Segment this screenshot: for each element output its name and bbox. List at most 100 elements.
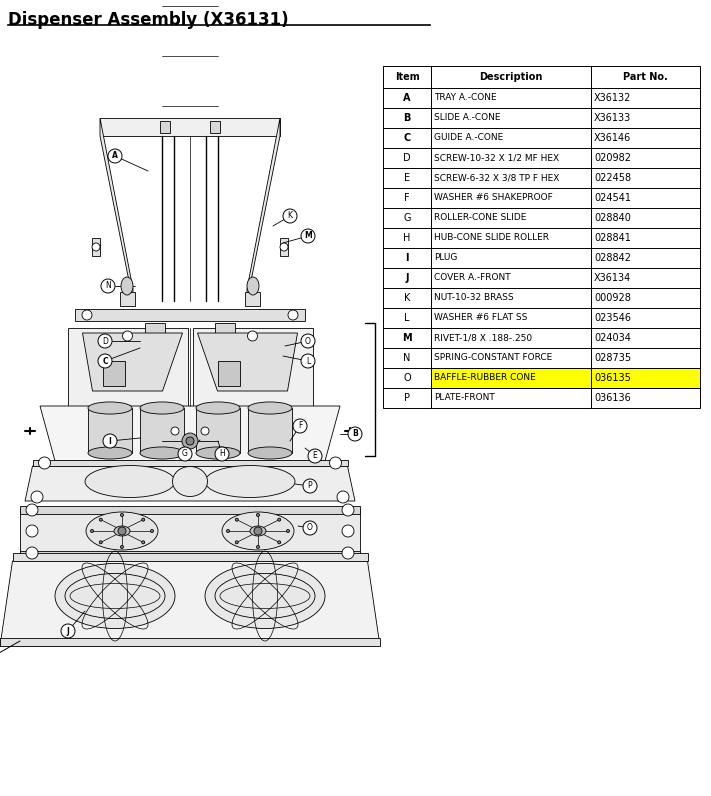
Circle shape: [278, 540, 281, 544]
Ellipse shape: [196, 447, 240, 459]
Bar: [591, 348, 700, 368]
Bar: [431, 108, 591, 128]
Text: C: C: [403, 133, 411, 143]
Bar: [591, 66, 700, 88]
Bar: [591, 148, 700, 168]
Bar: [383, 188, 431, 208]
Bar: [383, 388, 431, 408]
Bar: [591, 368, 700, 388]
Text: X36146: X36146: [594, 133, 631, 143]
Text: D: D: [102, 337, 108, 345]
Ellipse shape: [85, 466, 175, 498]
Text: X36132: X36132: [594, 93, 631, 103]
Circle shape: [342, 504, 354, 516]
Polygon shape: [40, 406, 340, 461]
Text: Dispenser Assembly (X36131): Dispenser Assembly (X36131): [8, 11, 289, 29]
Ellipse shape: [88, 402, 132, 414]
Polygon shape: [100, 118, 133, 301]
Bar: [431, 148, 591, 168]
Ellipse shape: [248, 447, 292, 459]
Bar: [383, 108, 431, 128]
Bar: [75, 309, 305, 321]
Text: J: J: [67, 626, 70, 635]
Bar: [383, 168, 431, 188]
Circle shape: [101, 279, 115, 293]
Text: SCREW-6-32 X 3/8 TP F HEX: SCREW-6-32 X 3/8 TP F HEX: [434, 174, 560, 182]
Bar: [431, 328, 591, 348]
Ellipse shape: [205, 564, 325, 629]
Circle shape: [293, 419, 307, 433]
Text: WASHER #6 FLAT SS: WASHER #6 FLAT SS: [434, 314, 528, 322]
Bar: [383, 128, 431, 148]
Circle shape: [38, 457, 50, 469]
Bar: [383, 328, 431, 348]
Text: NUT-10-32 BRASS: NUT-10-32 BRASS: [434, 294, 513, 302]
Text: 028842: 028842: [594, 253, 631, 263]
Circle shape: [301, 354, 315, 368]
Text: Item: Item: [395, 72, 419, 82]
Bar: [383, 348, 431, 368]
Text: G: G: [403, 213, 411, 223]
Text: WASHER #6 SHAKEPROOF: WASHER #6 SHAKEPROOF: [434, 193, 552, 202]
Ellipse shape: [196, 402, 240, 414]
Bar: [145, 323, 165, 339]
Circle shape: [278, 518, 281, 521]
Text: HUB-CONE SLIDE ROLLER: HUB-CONE SLIDE ROLLER: [434, 233, 549, 243]
Circle shape: [26, 547, 38, 559]
Polygon shape: [68, 328, 188, 406]
Bar: [431, 288, 591, 308]
Circle shape: [82, 310, 92, 320]
Text: 036135: 036135: [594, 373, 631, 383]
Polygon shape: [198, 333, 297, 391]
Ellipse shape: [173, 466, 208, 497]
Text: K: K: [287, 212, 292, 220]
Circle shape: [186, 437, 194, 445]
Polygon shape: [193, 328, 313, 406]
Circle shape: [141, 518, 145, 521]
Text: 020982: 020982: [594, 153, 631, 163]
Text: E: E: [404, 173, 410, 183]
Text: Part No.: Part No.: [623, 72, 668, 82]
Bar: [248, 408, 292, 453]
Bar: [13, 553, 368, 561]
Text: O: O: [305, 337, 311, 345]
Bar: [383, 228, 431, 248]
Polygon shape: [280, 238, 288, 256]
Text: A: A: [403, 93, 411, 103]
Text: G: G: [182, 450, 188, 458]
Polygon shape: [25, 466, 355, 501]
Bar: [383, 248, 431, 268]
Bar: [591, 388, 700, 408]
Ellipse shape: [88, 447, 132, 459]
Circle shape: [215, 447, 229, 461]
Circle shape: [288, 310, 298, 320]
Text: 036136: 036136: [594, 393, 631, 403]
Circle shape: [201, 427, 209, 435]
Circle shape: [98, 334, 112, 348]
Text: PLUG: PLUG: [434, 253, 457, 263]
Bar: [20, 506, 360, 514]
Circle shape: [342, 547, 354, 559]
Circle shape: [120, 513, 124, 517]
Circle shape: [329, 457, 341, 469]
Bar: [383, 88, 431, 108]
Bar: [431, 168, 591, 188]
Circle shape: [103, 434, 117, 448]
Circle shape: [227, 529, 230, 533]
Bar: [140, 408, 184, 453]
Ellipse shape: [247, 277, 259, 295]
Circle shape: [108, 149, 122, 163]
Polygon shape: [92, 238, 100, 256]
Circle shape: [303, 479, 317, 493]
Text: 023546: 023546: [594, 313, 631, 323]
Text: SPRING-CONSTANT FORCE: SPRING-CONSTANT FORCE: [434, 353, 552, 362]
Bar: [431, 208, 591, 228]
Bar: [591, 188, 700, 208]
Circle shape: [287, 529, 289, 533]
Bar: [431, 88, 591, 108]
Text: 022458: 022458: [594, 173, 631, 183]
Circle shape: [26, 504, 38, 516]
Bar: [591, 248, 700, 268]
Bar: [218, 361, 240, 386]
Bar: [210, 121, 220, 133]
